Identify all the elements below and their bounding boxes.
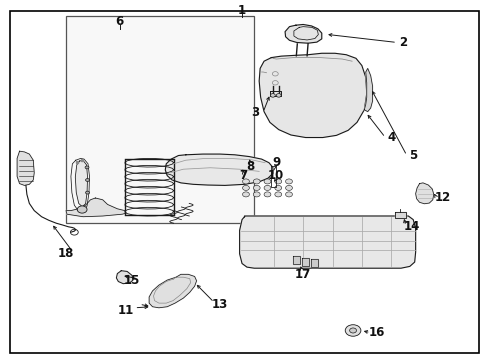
Polygon shape (259, 53, 366, 138)
Circle shape (274, 179, 281, 184)
Polygon shape (285, 24, 321, 43)
Circle shape (253, 192, 260, 197)
Text: 15: 15 (123, 274, 140, 287)
Circle shape (253, 185, 260, 190)
Polygon shape (310, 259, 317, 267)
Text: 7: 7 (239, 169, 247, 182)
Text: 18: 18 (58, 247, 74, 260)
Text: 5: 5 (408, 149, 416, 162)
Text: 14: 14 (403, 220, 419, 233)
Circle shape (345, 325, 360, 336)
Circle shape (85, 179, 89, 181)
Polygon shape (66, 198, 126, 217)
Text: 13: 13 (211, 298, 228, 311)
Circle shape (85, 191, 89, 194)
Circle shape (242, 179, 249, 184)
Circle shape (270, 94, 275, 97)
Text: 11: 11 (118, 304, 134, 317)
Circle shape (242, 185, 249, 190)
Text: 9: 9 (272, 156, 280, 169)
Circle shape (253, 179, 260, 184)
Polygon shape (364, 68, 372, 112)
Circle shape (85, 166, 89, 169)
Polygon shape (116, 271, 133, 284)
Text: 10: 10 (267, 169, 284, 182)
Circle shape (77, 206, 87, 213)
Polygon shape (394, 212, 405, 218)
Text: 2: 2 (399, 36, 407, 49)
Text: 1: 1 (238, 4, 245, 17)
Text: 8: 8 (246, 160, 254, 173)
Circle shape (285, 192, 292, 197)
Polygon shape (293, 256, 300, 264)
Text: 12: 12 (433, 191, 450, 204)
Polygon shape (415, 183, 433, 204)
Bar (66, 16, 254, 223)
Polygon shape (239, 216, 415, 268)
Text: 16: 16 (367, 326, 384, 339)
Text: 3: 3 (251, 106, 259, 119)
Circle shape (349, 328, 356, 333)
Polygon shape (302, 258, 308, 266)
Text: 17: 17 (294, 268, 311, 281)
Circle shape (285, 185, 292, 190)
Circle shape (242, 192, 249, 197)
Circle shape (276, 94, 281, 97)
Circle shape (285, 179, 292, 184)
Polygon shape (149, 274, 196, 308)
Circle shape (264, 185, 270, 190)
Text: 6: 6 (116, 15, 123, 28)
Polygon shape (75, 161, 87, 207)
Circle shape (264, 179, 270, 184)
Text: 4: 4 (386, 131, 394, 144)
Circle shape (274, 192, 281, 197)
Polygon shape (17, 151, 34, 185)
Polygon shape (165, 154, 272, 185)
Circle shape (264, 192, 270, 197)
Circle shape (274, 185, 281, 190)
